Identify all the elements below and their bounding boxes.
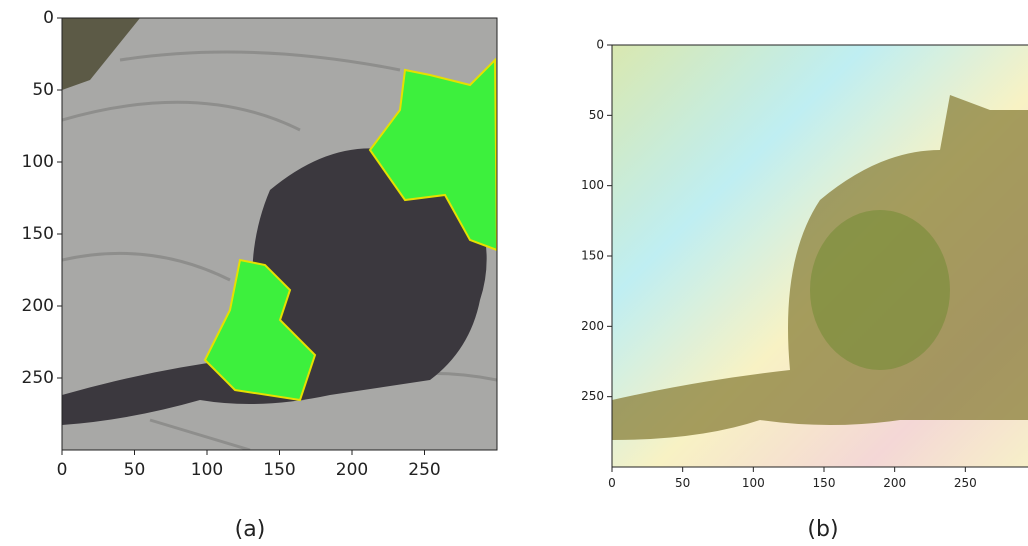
x-tick-label: 0 — [57, 460, 68, 480]
y-tick-label: 0 — [596, 38, 604, 52]
x-tick-label: 200 — [883, 476, 906, 490]
y-tick-label: 200 — [581, 319, 604, 333]
image-b — [612, 45, 1028, 467]
y-tick-label: 100 — [581, 178, 604, 192]
y-tick-label: 50 — [32, 80, 54, 100]
x-tick-label: 0 — [608, 476, 616, 490]
x-tick-label: 250 — [408, 460, 440, 480]
x-tick-label: 200 — [336, 460, 368, 480]
y-tick-label: 50 — [589, 108, 604, 122]
image-a — [62, 18, 497, 450]
y-tick-label: 250 — [22, 368, 54, 388]
x-tick-label: 150 — [263, 460, 295, 480]
x-tick-label: 250 — [954, 476, 977, 490]
x-tick-label: 150 — [813, 476, 836, 490]
y-tick-label: 250 — [581, 389, 604, 403]
caption: (a) — [235, 517, 266, 542]
x-tick-label: 50 — [675, 476, 690, 490]
y-tick-label: 150 — [581, 249, 604, 263]
y-tick-label: 100 — [22, 152, 54, 172]
x-tick-label: 50 — [124, 460, 146, 480]
x-tick-label: 100 — [742, 476, 765, 490]
caption: (b) — [807, 517, 838, 542]
y-tick-label: 200 — [22, 296, 54, 316]
y-tick-label: 150 — [22, 224, 54, 244]
x-tick-label: 100 — [191, 460, 223, 480]
y-tick-label: 0 — [43, 8, 54, 28]
